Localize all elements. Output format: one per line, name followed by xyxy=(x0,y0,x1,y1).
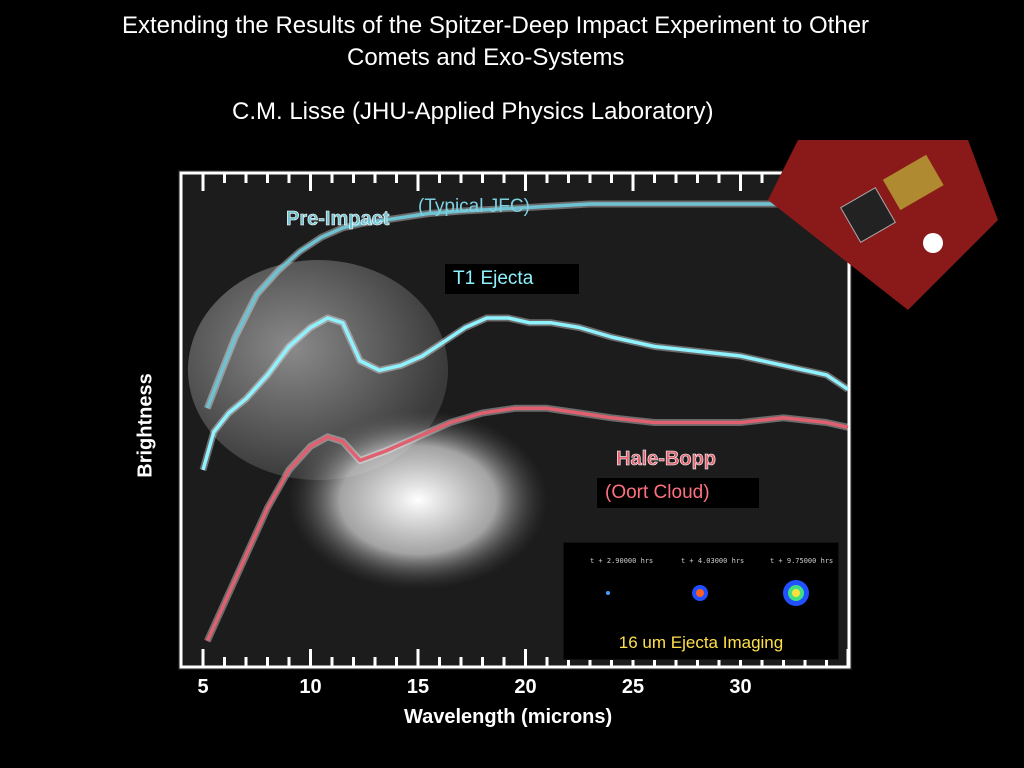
y-axis-label: Brightness xyxy=(134,373,157,478)
oort-cloud-label: (Oort Cloud) xyxy=(597,478,759,508)
ejecta-time-3: t + 9.75000 hrs xyxy=(770,557,834,565)
spitzer-telescope-image xyxy=(768,140,998,310)
series-layer: Pre-Impact Hale-Bopp xyxy=(199,200,850,643)
ejecta-imaging-caption: 16 um Ejecta Imaging xyxy=(618,633,784,652)
series-line-hale-bopp xyxy=(205,406,849,642)
typical-jfc-label: (Typical JFC) xyxy=(418,196,530,217)
ejecta-time-2: t + 4.03000 hrs xyxy=(681,557,745,565)
telescope-bus xyxy=(882,154,944,211)
x-axis-label: Wavelength (microns) xyxy=(404,706,613,728)
x-tick-label: 20 xyxy=(514,676,537,698)
x-tick-label: 15 xyxy=(406,676,430,698)
ejecta-blob-1 xyxy=(606,591,610,595)
series-label-pre-impact: Pre-Impact xyxy=(286,208,390,230)
ejecta-frames xyxy=(606,580,809,606)
sun-glow xyxy=(923,233,943,253)
x-tick-label: 5 xyxy=(197,676,209,698)
ejecta-time-1: t + 2.90000 hrs xyxy=(590,557,654,565)
plot-area: Pre-Impact Hale-Bopp xyxy=(178,170,852,670)
x-tick-label: 10 xyxy=(299,676,322,698)
series-line-pre-impact xyxy=(205,202,805,409)
t1-ejecta-label: T1 Ejecta xyxy=(445,264,579,294)
ejecta-blob-2-core xyxy=(696,589,704,597)
x-tick-label: 25 xyxy=(621,676,645,698)
x-tick-label: 30 xyxy=(729,676,752,698)
series-line-t1-ejecta xyxy=(201,316,849,471)
ejecta-blob-3-core xyxy=(792,589,800,597)
series-label-hale-bopp: Hale-Bopp xyxy=(616,448,716,470)
title-line-2: Comets and Exo-Systems xyxy=(347,44,625,71)
telescope-tube xyxy=(839,186,897,244)
ejecta-imaging-panel: t + 2.90000 hrs t + 4.03000 hrs t + 9.75… xyxy=(563,542,839,660)
author-line: C.M. Lisse (JHU-Applied Physics Laborato… xyxy=(232,98,714,125)
plot-border xyxy=(179,171,851,669)
title-line-1: Extending the Results of the Spitzer-Dee… xyxy=(122,12,870,39)
